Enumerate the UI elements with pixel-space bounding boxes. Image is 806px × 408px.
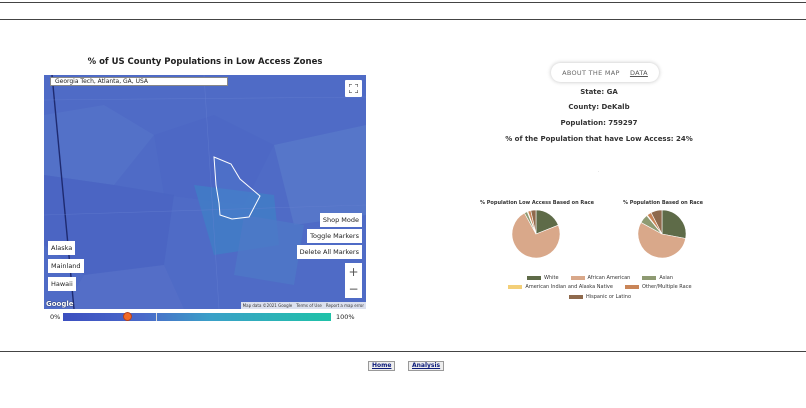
legend-item: Hispanic or Latino — [568, 293, 632, 300]
info-tabs: ABOUT THE MAP DATA — [551, 63, 659, 82]
pie-slice-hispanic-or-latino[interactable] — [650, 209, 663, 235]
legend-swatch — [568, 294, 583, 299]
legend-row: Hispanic or Latino — [500, 292, 700, 302]
pie-title-low-access: % Population Low Access Based on Race — [480, 200, 594, 206]
county-text: County: DeKalb — [568, 103, 630, 111]
map-tiles — [44, 75, 366, 309]
zoom-in-button[interactable]: + — [348, 264, 359, 279]
map-search-input[interactable]: Georgia Tech, Atlanta, GA, USA — [50, 77, 228, 86]
zoom-out-button[interactable]: − — [348, 282, 359, 297]
color-scale-tick — [156, 313, 157, 321]
state-text: State: GA — [580, 88, 618, 96]
legend-label: Other/Multiple Race — [641, 284, 692, 291]
legend-item: Asian — [642, 275, 673, 281]
legend-row: American Indian and Alaska Native Other/M… — [500, 283, 700, 293]
map-title: % of US County Populations in Low Access… — [87, 57, 323, 67]
legend-swatch — [508, 285, 523, 290]
pie-title-population: % Population Based on Race — [622, 200, 704, 206]
population-text: Population: 759297 — [560, 119, 638, 127]
tab-data[interactable]: DATA — [629, 68, 648, 77]
legend-item: American Indian and Alaska Native — [508, 284, 613, 290]
delete-markers-button[interactable]: Delete All Markers — [296, 245, 362, 259]
map-data-text: Map data ©2021 Google — [242, 303, 293, 308]
toggle-markers-button[interactable]: Toggle Markers — [307, 229, 362, 243]
legend-label: Hispanic or Latino — [585, 293, 632, 300]
alaska-button[interactable]: Alaska — [48, 241, 76, 255]
legend-label: White — [543, 274, 559, 281]
legend-item: Other/Multiple Race — [624, 284, 692, 291]
low-access-text: % of the Population that have Low Access… — [505, 135, 693, 143]
footer-divider — [0, 351, 806, 352]
shop-mode-button[interactable]: Shop Mode — [319, 213, 362, 227]
pie-chart-low-access — [511, 209, 561, 259]
fullscreen-icon — [349, 84, 358, 93]
pie-slice-african-american[interactable] — [637, 222, 686, 259]
home-button[interactable]: Home — [368, 361, 396, 371]
pie-slice-hispanic-or-latino[interactable] — [530, 209, 537, 235]
legend-item: White — [526, 274, 559, 281]
analysis-button[interactable]: Analysis — [408, 361, 445, 371]
legend-row: White African American Asian — [500, 273, 700, 283]
pie-chart-population — [637, 209, 687, 259]
pie-slice-white[interactable] — [661, 209, 687, 239]
legend-label: American Indian and Alaska Native — [525, 284, 613, 291]
legend-max-label: 100% — [336, 313, 355, 321]
legend-min-label: 0% — [50, 313, 61, 321]
legend-swatch — [624, 285, 639, 290]
legend-label: African American — [587, 274, 631, 281]
report-error-link[interactable]: Report a map error — [325, 303, 364, 308]
hawaii-button[interactable]: Hawaii — [48, 277, 76, 291]
legend-swatch — [570, 275, 585, 280]
header-divider — [0, 19, 806, 20]
mainland-button[interactable]: Mainland — [48, 259, 84, 273]
legend-swatch — [642, 275, 657, 280]
google-logo: Google — [46, 300, 74, 308]
terms-link[interactable]: Terms of Use — [296, 303, 322, 308]
dekalb-county-outline — [213, 156, 261, 220]
legend-swatch — [526, 275, 541, 280]
color-scale-bar — [63, 313, 331, 321]
tab-about-the-map[interactable]: ABOUT THE MAP — [562, 68, 620, 77]
race-legend: White African American Asian American India… — [500, 273, 700, 302]
color-scale-marker[interactable] — [122, 312, 132, 321]
legend-item: African American — [570, 274, 631, 281]
separator-dot: . — [598, 168, 600, 173]
map-attribution: Map data ©2021 Google Terms of Use Repor… — [240, 302, 366, 309]
top-divider — [0, 2, 806, 3]
pie-slice-african-american[interactable] — [511, 212, 561, 259]
zoom-control: + − — [345, 263, 362, 298]
county-map[interactable]: Georgia Tech, Atlanta, GA, USA Shop Mode… — [44, 75, 366, 309]
legend-label: Asian — [659, 274, 673, 281]
fullscreen-button[interactable] — [345, 80, 362, 97]
